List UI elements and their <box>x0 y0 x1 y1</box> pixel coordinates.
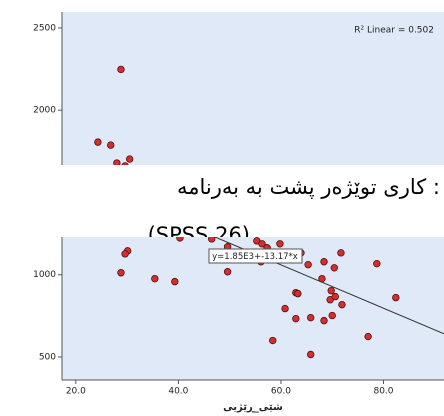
point <box>328 311 336 320</box>
x-tick-label: 20.0 <box>66 387 86 397</box>
point <box>320 316 328 325</box>
x-tick-label: 80.0 <box>373 387 393 397</box>
y-tick-label: 1000 <box>33 270 56 280</box>
overlay-text: : کاری توێژەر پشت بە بەرنامە <box>177 175 440 199</box>
point <box>306 313 315 322</box>
point <box>171 277 179 286</box>
point <box>338 300 346 309</box>
point <box>330 264 338 272</box>
point <box>304 260 312 269</box>
x-axis-title: شێی_ڕێژیی <box>223 402 283 413</box>
y-tick-label: 2000 <box>33 106 56 116</box>
point <box>373 259 381 268</box>
point <box>337 249 345 257</box>
point <box>117 269 125 277</box>
overlay-text: (SPSS 26) <box>148 223 250 247</box>
point <box>327 286 335 295</box>
r2-label: R² Linear = 0.502 <box>354 26 434 36</box>
equation-box <box>208 248 303 264</box>
x-tick-label: 40.0 <box>168 387 188 397</box>
point <box>125 155 134 163</box>
point <box>320 258 328 266</box>
point <box>331 292 339 301</box>
point <box>306 350 315 359</box>
overlay-band <box>0 165 444 237</box>
point <box>294 289 302 298</box>
point <box>223 268 232 276</box>
point <box>392 293 400 302</box>
point <box>269 336 277 345</box>
y-tick-label: 2500 <box>33 23 56 33</box>
overlay: : کاری توێژەر پشت بە بەرنامە (SPSS 26) <box>0 165 444 247</box>
x-tick-label: 60.0 <box>271 387 291 397</box>
point <box>318 274 326 283</box>
point <box>107 141 115 149</box>
y-tick-label: 500 <box>39 352 56 362</box>
point <box>117 65 125 74</box>
point <box>276 240 284 248</box>
point <box>364 332 372 341</box>
point <box>258 240 266 248</box>
point <box>292 314 300 323</box>
point <box>121 250 129 258</box>
equation-label: y=1.85E3+-13.17*x <box>212 252 298 262</box>
point <box>281 304 289 313</box>
point <box>94 138 102 146</box>
point <box>151 274 159 283</box>
